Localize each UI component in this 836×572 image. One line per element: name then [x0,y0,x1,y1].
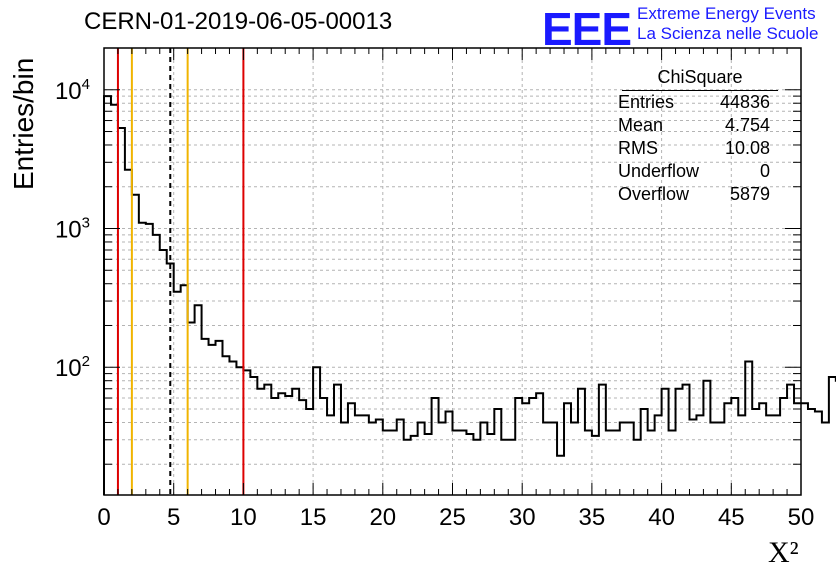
x-tick-label: 0 [97,504,110,531]
stats-row-entries: Entries 44836 [612,91,778,114]
x-axis-label: X² [768,536,799,569]
stats-label: RMS [618,138,658,158]
stats-row-underflow: Underflow 0 [612,160,778,183]
x-tick-label: 50 [788,504,815,531]
stats-value: 5879 [729,184,770,204]
stats-title: ChiSquare [622,66,778,91]
y-tick-label: 103 [55,215,90,244]
tick-labels: 0 5 10 15 20 25 30 35 40 45 50 102 103 104 [55,76,814,531]
x-tick-label: 5 [167,504,180,531]
stats-label: Entries [618,92,675,112]
y-axis-label: Entries/bin [8,57,39,190]
stats-label: Mean [618,115,664,135]
x-tick-label: 15 [300,504,327,531]
stats-value: 4.754 [724,115,770,135]
y-tick-label: 102 [55,353,90,382]
logo-subtitle-line1: Extreme Energy Events [637,4,816,23]
run-title: CERN-01-2019-06-05-00013 [84,8,393,35]
stats-row-rms: RMS 10.08 [612,137,778,160]
x-tick-label: 35 [579,504,606,531]
eee-logo: EEE [542,3,632,55]
stats-value: 10.08 [724,138,770,158]
stats-value: 0 [759,161,770,181]
x-tick-label: 45 [718,504,745,531]
x-tick-label: 30 [509,504,536,531]
stats-label: Underflow [618,161,700,181]
x-tick-label: 40 [648,504,675,531]
grid-layer [104,48,801,495]
y-tick-label: 104 [55,76,90,105]
stats-value: 44836 [719,92,770,112]
marker-lines [116,48,245,495]
axes-frame [103,47,802,496]
x-tick-label: 20 [369,504,396,531]
x-tick-label: 10 [230,504,257,531]
x-tick-label: 25 [439,504,466,531]
stats-label: Overflow [618,184,690,204]
stats-row-overflow: Overflow 5879 [612,183,778,206]
stats-row-mean: Mean 4.754 [612,114,778,137]
logo-subtitle-line2: La Scienza nelle Scuole [637,24,819,43]
stats-box: ChiSquare Entries 44836 Mean 4.754 RMS 1… [612,66,778,206]
